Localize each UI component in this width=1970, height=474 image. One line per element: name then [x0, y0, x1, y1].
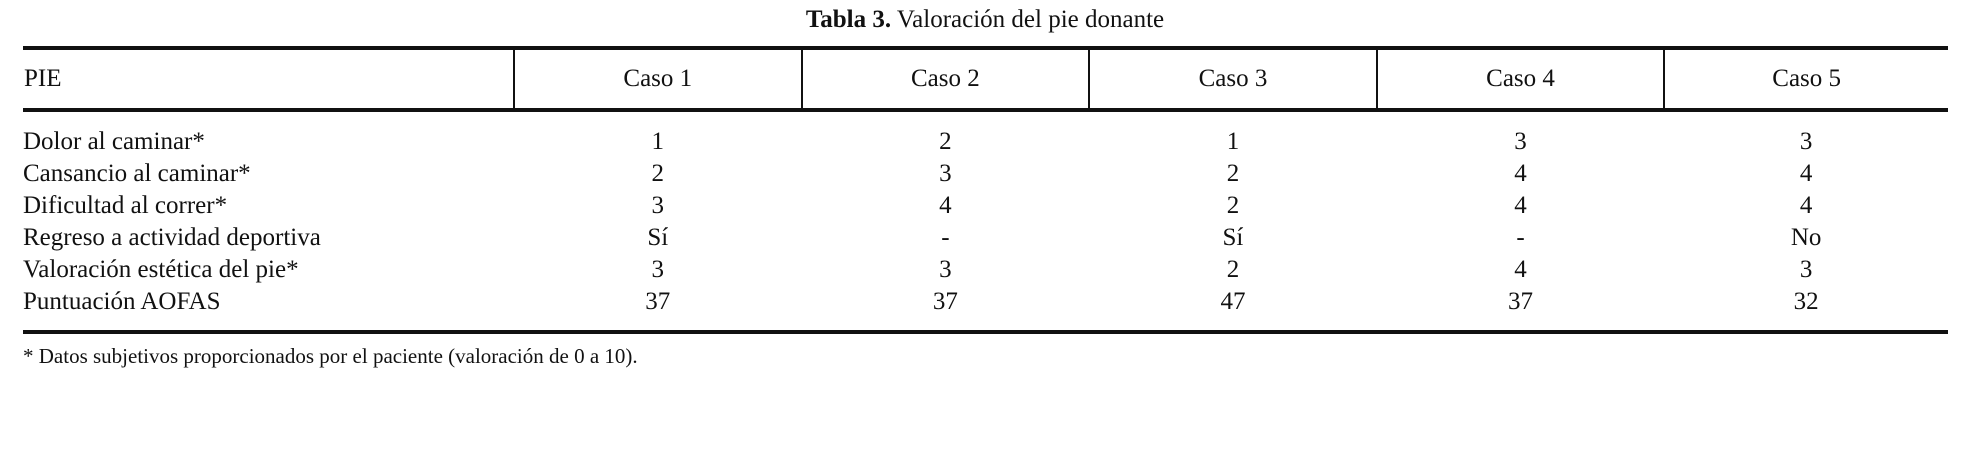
table-cell: -: [941, 224, 950, 251]
column-header: Caso 5: [1663, 46, 1948, 112]
table-cell: 47: [1089, 286, 1377, 334]
table-row: Puntuación AOFAS 37 37 47 37 32: [23, 286, 1948, 334]
table-cell: 4: [1799, 192, 1813, 219]
table-cell: 2: [1226, 192, 1240, 219]
column-header: Caso 4: [1375, 46, 1665, 112]
column-header: Caso 3: [1088, 46, 1377, 112]
table-cell: 2: [651, 160, 665, 187]
caption-text: Valoración del pie donante: [891, 6, 1165, 33]
column-header: PIE: [23, 46, 514, 112]
table-cell: 4: [1514, 256, 1527, 283]
row-label: Valoración estética del pie*: [23, 256, 299, 283]
row-label: Puntuación AOFAS: [23, 286, 514, 334]
table-cell: 3: [1799, 128, 1813, 155]
table-row: Dificultad al correr* 3 4 2 4 4: [23, 190, 1948, 222]
table-cell: No: [1790, 224, 1822, 251]
footnote: * Datos subjetivos proporcionados por el…: [23, 344, 638, 368]
table-row: Cansancio al caminar* 2 3 2 4 4: [23, 158, 1948, 190]
table-cell: Sí: [1222, 224, 1244, 251]
row-label: Dificultad al correr*: [23, 192, 228, 219]
table-cell: 4: [939, 192, 952, 219]
table-cell: 3: [1799, 256, 1813, 283]
row-label: Cansancio al caminar*: [23, 160, 251, 187]
header-row: PIE Caso 1 Caso 2 Caso 3 Caso 4 Caso 5: [23, 46, 1948, 112]
table-cell: Sí: [647, 224, 669, 251]
column-header: Caso 2: [800, 46, 1090, 112]
table-cell: 3: [651, 256, 665, 283]
caption-label: Tabla 3.: [805, 6, 892, 33]
table-cell: 4: [1514, 160, 1527, 187]
table-cell: 1: [1226, 128, 1240, 155]
donor-foot-table: PIE Caso 1 Caso 2 Caso 3 Caso 4 Caso 5 Dolor …: [23, 46, 1948, 334]
table-cell: 1: [651, 128, 665, 155]
table-cell: 2: [939, 128, 952, 155]
table-cell: 37: [801, 286, 1090, 334]
table-cell: 4: [1514, 192, 1527, 219]
table-cell: 37: [1376, 286, 1665, 334]
spacer-row: [23, 110, 1948, 126]
row-label: Dolor al caminar*: [23, 128, 205, 155]
table-cell: 32: [1664, 286, 1948, 334]
table-caption: Tabla 3. Valoración del pie donante: [0, 6, 1970, 34]
table-row: Dolor al caminar* 1 2 1 3 3: [23, 126, 1948, 158]
table-cell: 2: [1226, 256, 1240, 283]
table-row: Valoración estética del pie* 3 3 2 4 3: [23, 254, 1948, 286]
row-label: Regreso a actividad deportiva: [23, 224, 321, 251]
table-cell: 2: [1226, 160, 1240, 187]
table-cell: -: [1516, 224, 1525, 251]
column-header: Caso 1: [513, 46, 802, 112]
table-cell: 3: [651, 192, 665, 219]
table-cell: 3: [939, 256, 952, 283]
table-cell: 3: [1514, 128, 1527, 155]
table-cell: 4: [1799, 160, 1813, 187]
table-cell: 3: [939, 160, 952, 187]
table-row: Regreso a actividad deportiva Sí - Sí - No: [23, 222, 1948, 254]
table-cell: 37: [514, 286, 802, 334]
